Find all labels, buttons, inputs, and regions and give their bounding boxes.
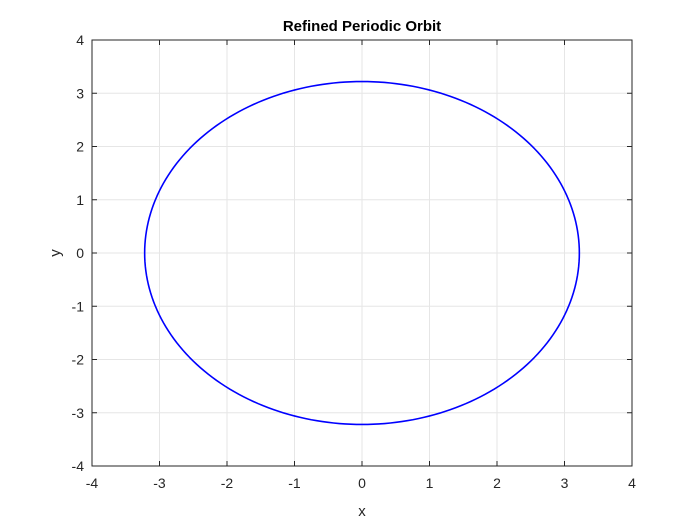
series-layer [143, 80, 581, 426]
orbit-line [143, 80, 581, 426]
y-tick-label: 2 [76, 139, 84, 155]
y-tick-label: 3 [76, 85, 84, 101]
y-tick-label: 4 [76, 32, 84, 48]
x-tick-label: 2 [493, 475, 501, 491]
x-tick-label: 3 [561, 475, 569, 491]
y-tick-label: -2 [72, 352, 85, 368]
x-tick-label: -1 [288, 475, 301, 491]
x-tick-label: -4 [86, 475, 99, 491]
x-tick-label: -3 [153, 475, 166, 491]
y-tick-label: -1 [72, 298, 85, 314]
ticks [91, 39, 633, 467]
chart-title: Refined Periodic Orbit [283, 18, 441, 35]
y-tick-label: -3 [72, 405, 85, 421]
y-axis-label: y [47, 249, 64, 257]
x-axis-label: x [358, 503, 366, 520]
x-tick-label: 0 [358, 475, 366, 491]
x-tick-label: 4 [628, 475, 636, 491]
x-tick-label: 1 [426, 475, 434, 491]
x-tick-label: -2 [221, 475, 234, 491]
y-tick-label: -4 [72, 458, 85, 474]
y-tick-label: 0 [76, 245, 84, 261]
tick-labels: -4 -3 -2 -1 0 1 2 3 4 -4 -3 -2 -1 0 1 2 3 4 [72, 32, 637, 491]
y-tick-label: 1 [76, 192, 84, 208]
